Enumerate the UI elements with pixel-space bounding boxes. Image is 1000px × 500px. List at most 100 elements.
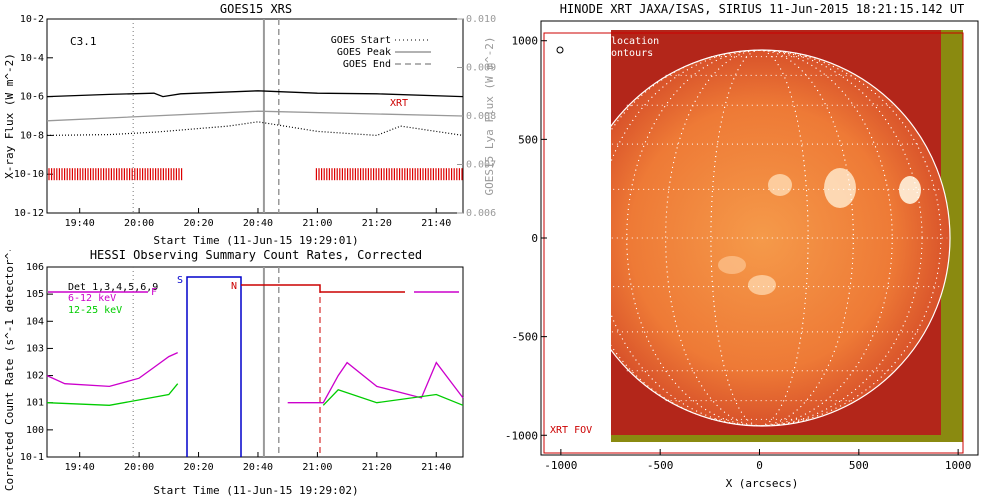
hessi-title: HESSI Observing Summary Count Rates, Cor…: [90, 250, 422, 262]
hessi-x-tick-label: 20:40: [243, 462, 273, 473]
hessi-y-tick-label: 102: [26, 371, 44, 382]
goes-series-long: [46, 90, 464, 98]
hessi-detectors: Det 1,3,4,5,6,9: [68, 282, 158, 293]
active-region-4: [748, 275, 776, 295]
xrt-fov-label: XRT FOV: [550, 425, 592, 436]
hessi-y-ticks: 106 105 104 103 102 101 100 10-1: [20, 262, 53, 463]
state-bar-s: [186, 276, 242, 457]
location-marker: [556, 46, 564, 54]
goes-xrt-coverage: [48, 168, 463, 181]
goes-y2-tick-label: 0.006: [466, 208, 496, 219]
goes-x-ticks: 19:40 20:00 20:20 20:40 21:00 21:20 21:40: [65, 208, 451, 229]
goes-x-tick-label: 20:40: [243, 218, 273, 229]
hessi-legend-6-12: 6-12 keV: [68, 293, 116, 304]
hessi-xlabel: Start Time (11-Jun-15 19:29:02): [153, 484, 358, 497]
goes-y-tick-label: 10-10: [14, 169, 44, 180]
solar-disk: [611, 50, 950, 426]
hessi-y-tick-label: 103: [26, 343, 44, 354]
hessi-series: [46, 352, 464, 406]
legend-goes-end: GOES End: [343, 59, 391, 70]
hessi-x-ticks: 19:40 20:00 20:20 20:40 21:00 21:20 21:40: [65, 452, 451, 473]
xrt-x-tick-label: -1000: [544, 459, 577, 472]
hessi-x-tick-label: 19:40: [65, 462, 95, 473]
goes-title: GOES15 XRS: [220, 2, 292, 16]
hessi-x-tick-label: 21:40: [421, 462, 451, 473]
xrt-x-tick-label: 500: [849, 459, 869, 472]
xrt-title: HINODE XRT JAXA/ISAS, SIRIUS 11-Jun-2015…: [560, 2, 965, 16]
goes-xlabel: Start Time (11-Jun-15 19:29:01): [153, 234, 358, 247]
goes-panel: GOES15 XRS C3.1 GOES Start GOES Peak GOE…: [3, 2, 496, 247]
xrt-fov-box: [543, 32, 964, 454]
hessi-y-tick-label: 101: [26, 398, 44, 409]
hessi-x-tick-label: 21:00: [302, 462, 332, 473]
hessi-y-tick-label: 104: [26, 316, 44, 327]
xrt-contours-label: ontours: [611, 48, 653, 59]
goes-y2-tick-label: 0.007: [466, 160, 496, 171]
hessi-state-bars: F S N: [48, 275, 459, 457]
state-bar-n: [241, 284, 405, 293]
goes-y-tick-label: 10-12: [14, 208, 44, 219]
active-region-2: [899, 176, 921, 204]
goes-ylabel: X-ray Flux (W m^-2): [3, 53, 16, 179]
hessi-series-6-12-keV: [46, 352, 178, 388]
goes-y2-tick-label: 0.008: [466, 111, 496, 122]
state-flag-s: S: [177, 275, 183, 286]
active-region-3: [768, 174, 792, 196]
xrt-x-tick-label: -500: [647, 459, 674, 472]
xrt-image: [611, 30, 963, 442]
hessi-plot-frame: [46, 266, 464, 458]
hessi-panel: HESSI Observing Summary Count Rates, Cor…: [3, 250, 464, 497]
goes-x-tick-label: 21:00: [302, 218, 332, 229]
goes-x-tick-label: 20:00: [124, 218, 154, 229]
goes-x-tick-label: 21:40: [421, 218, 451, 229]
hessi-ylabel: Corrected Count Rate (s^-1 detector^-1): [3, 250, 16, 491]
xrt-y-tick-label: -500: [512, 331, 539, 344]
xrt-xlabel: X (arcsecs): [726, 477, 799, 490]
goes-series-lya: [46, 110, 464, 122]
goes-y2-tick-label: 0.009: [466, 63, 496, 74]
solar-limb: [573, 49, 951, 427]
goes-series: [46, 90, 464, 137]
goes-legend: GOES Start GOES Peak GOES End: [331, 35, 431, 70]
xrt-y-tick-label: 1000: [512, 35, 539, 48]
hessi-series-12-25-keV: [46, 383, 179, 406]
goes-x-tick-label: 21:20: [362, 218, 392, 229]
xrt-y-tick-label: -1000: [505, 429, 538, 442]
hessi-event-markers: [132, 267, 321, 457]
xrt-panel: HINODE XRT JAXA/ISAS, SIRIUS 11-Jun-2015…: [505, 2, 979, 490]
hessi-series-12-25-keV: [322, 389, 464, 406]
goes-plot-frame: [46, 18, 464, 214]
xrt-x-tick-label: 1000: [945, 459, 972, 472]
goes-series-short: [46, 121, 464, 137]
goes-y-tick-label: 10-8: [20, 130, 44, 141]
xrt-location-label: location: [611, 36, 659, 47]
hessi-y-tick-label: 105: [26, 289, 44, 300]
xrt-y-ticks: 1000 500 0 -500 -1000: [505, 35, 547, 442]
goes-y-tick-label: 10-2: [20, 14, 44, 25]
goes-y2label: GOES15 Lya Flux (W m^-2): [483, 37, 496, 196]
goes-x-tick-label: 19:40: [65, 218, 95, 229]
goes-x-tick-label: 20:20: [183, 218, 213, 229]
legend-goes-peak: GOES Peak: [337, 47, 391, 58]
hessi-x-tick-label: 20:20: [183, 462, 213, 473]
hessi-y-tick-label: 100: [26, 425, 44, 436]
goes-event-markers: [132, 19, 280, 213]
hessi-y-tick-label: 106: [26, 262, 44, 273]
xrt-x-tick-label: 0: [756, 459, 763, 472]
active-region-1: [824, 168, 856, 208]
goes-xrt-label: XRT: [390, 98, 408, 109]
goes-y-tick-label: 10-4: [20, 53, 44, 64]
longitude-line: [577, 49, 942, 427]
legend-goes-start: GOES Start: [331, 35, 391, 46]
active-region-5: [718, 256, 746, 274]
hessi-series-6-12-keV: [287, 361, 464, 404]
state-flag-n: N: [231, 281, 237, 292]
xrt-y-tick-label: 0: [531, 232, 538, 245]
goes-y2-tick-label: 0.010: [466, 14, 496, 25]
goes-y-tick-label: 10-6: [20, 92, 44, 103]
hessi-x-tick-label: 21:20: [362, 462, 392, 473]
hessi-y-tick-label: 10-1: [20, 452, 44, 463]
xrt-y-tick-label: 500: [518, 133, 538, 146]
state-flag-f: F: [151, 287, 157, 298]
hessi-x-tick-label: 20:00: [124, 462, 154, 473]
